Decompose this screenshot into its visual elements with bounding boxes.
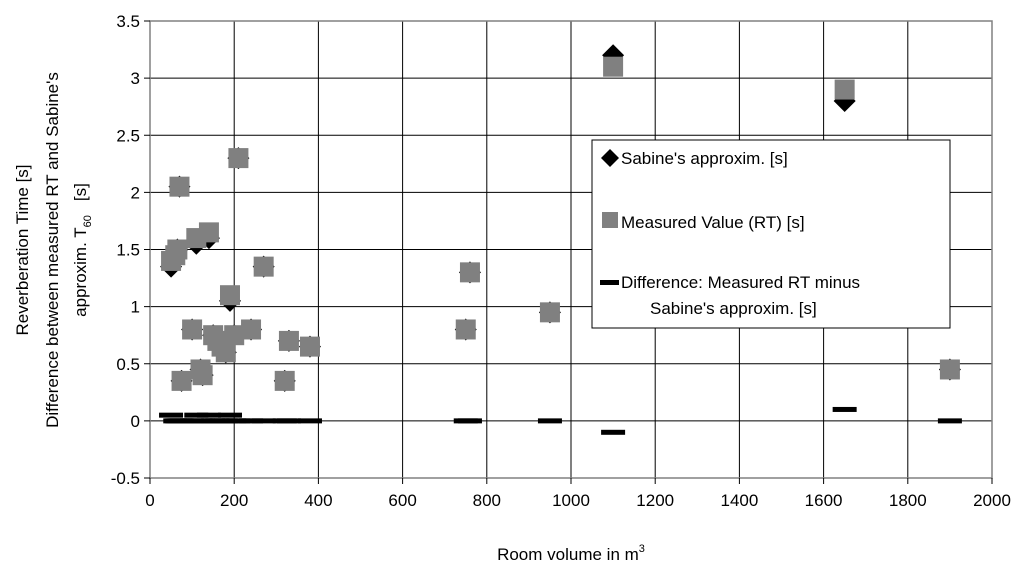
x-tick-label: 1600 — [805, 491, 843, 510]
legend-dash-marker — [600, 280, 619, 285]
measured-point — [171, 370, 192, 391]
x-tick-label: 200 — [220, 491, 248, 510]
x-tick-label: 800 — [473, 491, 501, 510]
difference-point — [457, 418, 482, 424]
difference-point — [196, 412, 221, 418]
difference-point — [601, 429, 626, 435]
x-tick-label: 2000 — [973, 491, 1011, 510]
difference-point — [239, 418, 264, 424]
x-tick-label: 1000 — [552, 491, 590, 510]
measured-point — [169, 176, 190, 197]
x-tick-label: 400 — [304, 491, 332, 510]
legend-square-marker — [602, 212, 618, 228]
y-tick-label: 3 — [131, 69, 140, 88]
legend-label-measured: Measured Value (RT) [s] — [621, 213, 805, 232]
legend: Sabine's approxim. [s] Measured Value (R… — [591, 139, 951, 329]
y-tick-label: 3.5 — [116, 12, 140, 31]
difference-point — [184, 412, 209, 418]
y-tick-label: 2 — [131, 183, 140, 202]
y-axis-ticks: -0.5 0 0.5 1 1.5 2 2.5 3 3.5 — [111, 12, 150, 488]
difference-point — [251, 418, 276, 424]
measured-point — [192, 365, 213, 386]
difference-point — [832, 406, 857, 412]
data-points — [159, 44, 962, 435]
measured-point — [219, 285, 240, 306]
measured-point — [299, 336, 320, 357]
x-axis-label: Room volume in m3 — [497, 543, 645, 564]
measured-point — [834, 79, 855, 100]
x-tick-label: 1200 — [636, 491, 674, 510]
y-axis-label: Reverberation Time [s] Difference betwee… — [13, 72, 94, 428]
x-tick-label: 1800 — [889, 491, 927, 510]
measured-point — [224, 325, 245, 346]
y-axis-label-line-2: Difference between measured RT and Sabin… — [43, 72, 62, 428]
y-axis-label-line-1: Reverberation Time [s] — [13, 164, 32, 335]
measured-point — [167, 239, 188, 260]
measured-point — [939, 359, 960, 380]
x-tick-label: 1400 — [720, 491, 758, 510]
y-tick-label: 2.5 — [116, 126, 140, 145]
legend-label-sabine: Sabine's approxim. [s] — [621, 149, 788, 168]
measured-point — [539, 302, 560, 323]
x-axis-ticks: 0 200 400 600 800 1000 1200 1400 1600 1800 2000 — [145, 478, 1011, 510]
difference-point — [217, 412, 242, 418]
difference-point — [159, 412, 184, 418]
legend-diamond-marker — [601, 149, 619, 167]
legend-label-difference-line-2: Sabine's approxim. [s] — [650, 299, 817, 318]
y-tick-label: 0 — [131, 412, 140, 431]
measured-point — [182, 319, 203, 340]
measured-point — [459, 262, 480, 283]
measured-point — [253, 256, 274, 277]
measured-point — [241, 319, 262, 340]
y-tick-label: 1 — [131, 298, 140, 317]
measured-point — [455, 319, 476, 340]
measured-point — [278, 330, 299, 351]
legend-box — [591, 139, 951, 329]
measured-point — [215, 342, 236, 363]
difference-point — [297, 418, 322, 424]
difference-point — [937, 418, 962, 424]
y-tick-label: -0.5 — [111, 469, 140, 488]
difference-point — [537, 418, 562, 424]
difference-point — [226, 418, 251, 424]
measured-point — [274, 370, 295, 391]
x-tick-label: 600 — [388, 491, 416, 510]
legend-label-difference-line-1: Difference: Measured RT minus — [621, 273, 860, 292]
measured-point — [603, 56, 624, 77]
y-tick-label: 0.5 — [116, 355, 140, 374]
y-axis-label-line-3: approxim. T60[s] — [71, 183, 94, 317]
difference-point — [276, 418, 301, 424]
y-tick-label: 1.5 — [116, 241, 140, 260]
measured-point — [198, 222, 219, 243]
x-tick-label: 0 — [145, 491, 154, 510]
measured-point — [228, 148, 249, 169]
